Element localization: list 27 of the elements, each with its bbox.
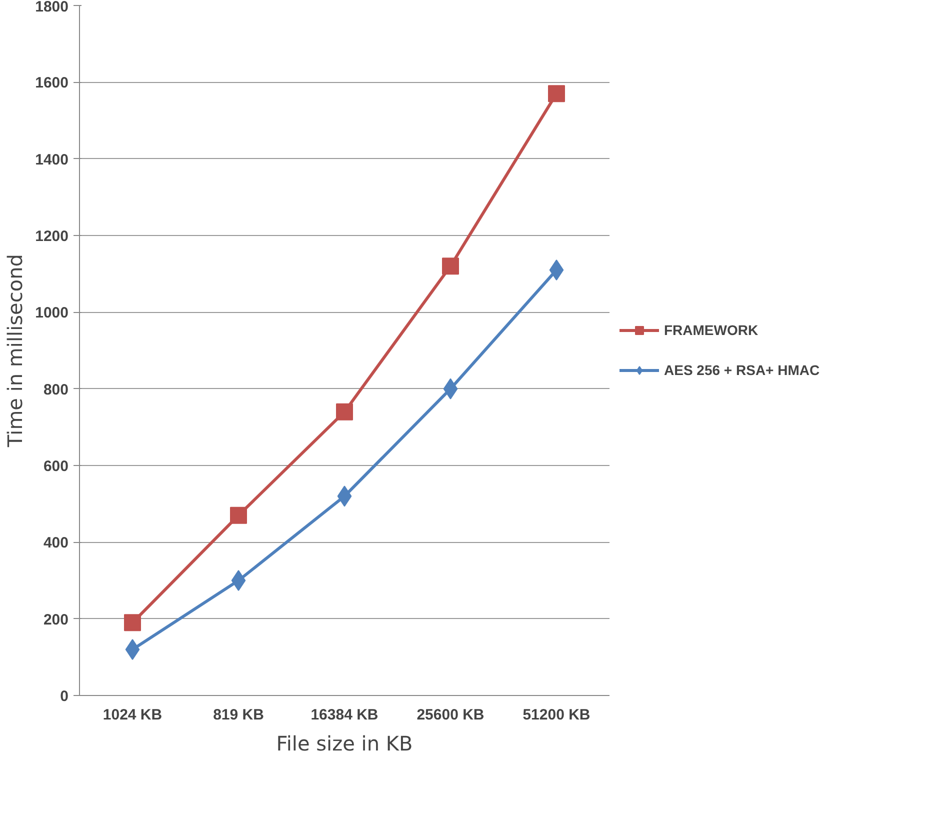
- y-tick-label: 1000: [35, 304, 69, 322]
- y-tick-label: 200: [43, 611, 69, 628]
- y-tick-label: 600: [43, 458, 69, 475]
- point: [231, 570, 246, 591]
- x-tick-label: 1024 KB: [102, 706, 162, 724]
- point: [548, 85, 565, 102]
- point: [125, 639, 140, 660]
- y-tick-label: 800: [43, 381, 69, 398]
- point: [336, 403, 353, 420]
- point: [124, 614, 141, 632]
- y-tick-label: 0: [60, 688, 68, 705]
- y-tick-label: 1600: [35, 74, 69, 92]
- x-tick-label: 51200 KB: [522, 706, 590, 724]
- y-tick-label: 1400: [35, 151, 69, 168]
- legend-label: AES 256 + RSA+ HMAC: [664, 362, 820, 378]
- y-tick-label: 1800: [35, 0, 69, 16]
- legend-label: FRAMEWORK: [664, 322, 758, 338]
- x-tick-label: 25600 KB: [416, 706, 484, 724]
- x-tick-label: 16384 KB: [310, 706, 378, 724]
- point: [230, 506, 247, 524]
- y-tick-label: 400: [43, 534, 69, 552]
- x-axis-title: File size in KB: [276, 732, 413, 756]
- point: [442, 258, 459, 275]
- y-tick-label: 1200: [35, 228, 69, 245]
- point: [549, 260, 564, 280]
- x-tick-label: 819 KB: [213, 706, 264, 724]
- y-axis-title: Time in millisecond: [3, 254, 28, 448]
